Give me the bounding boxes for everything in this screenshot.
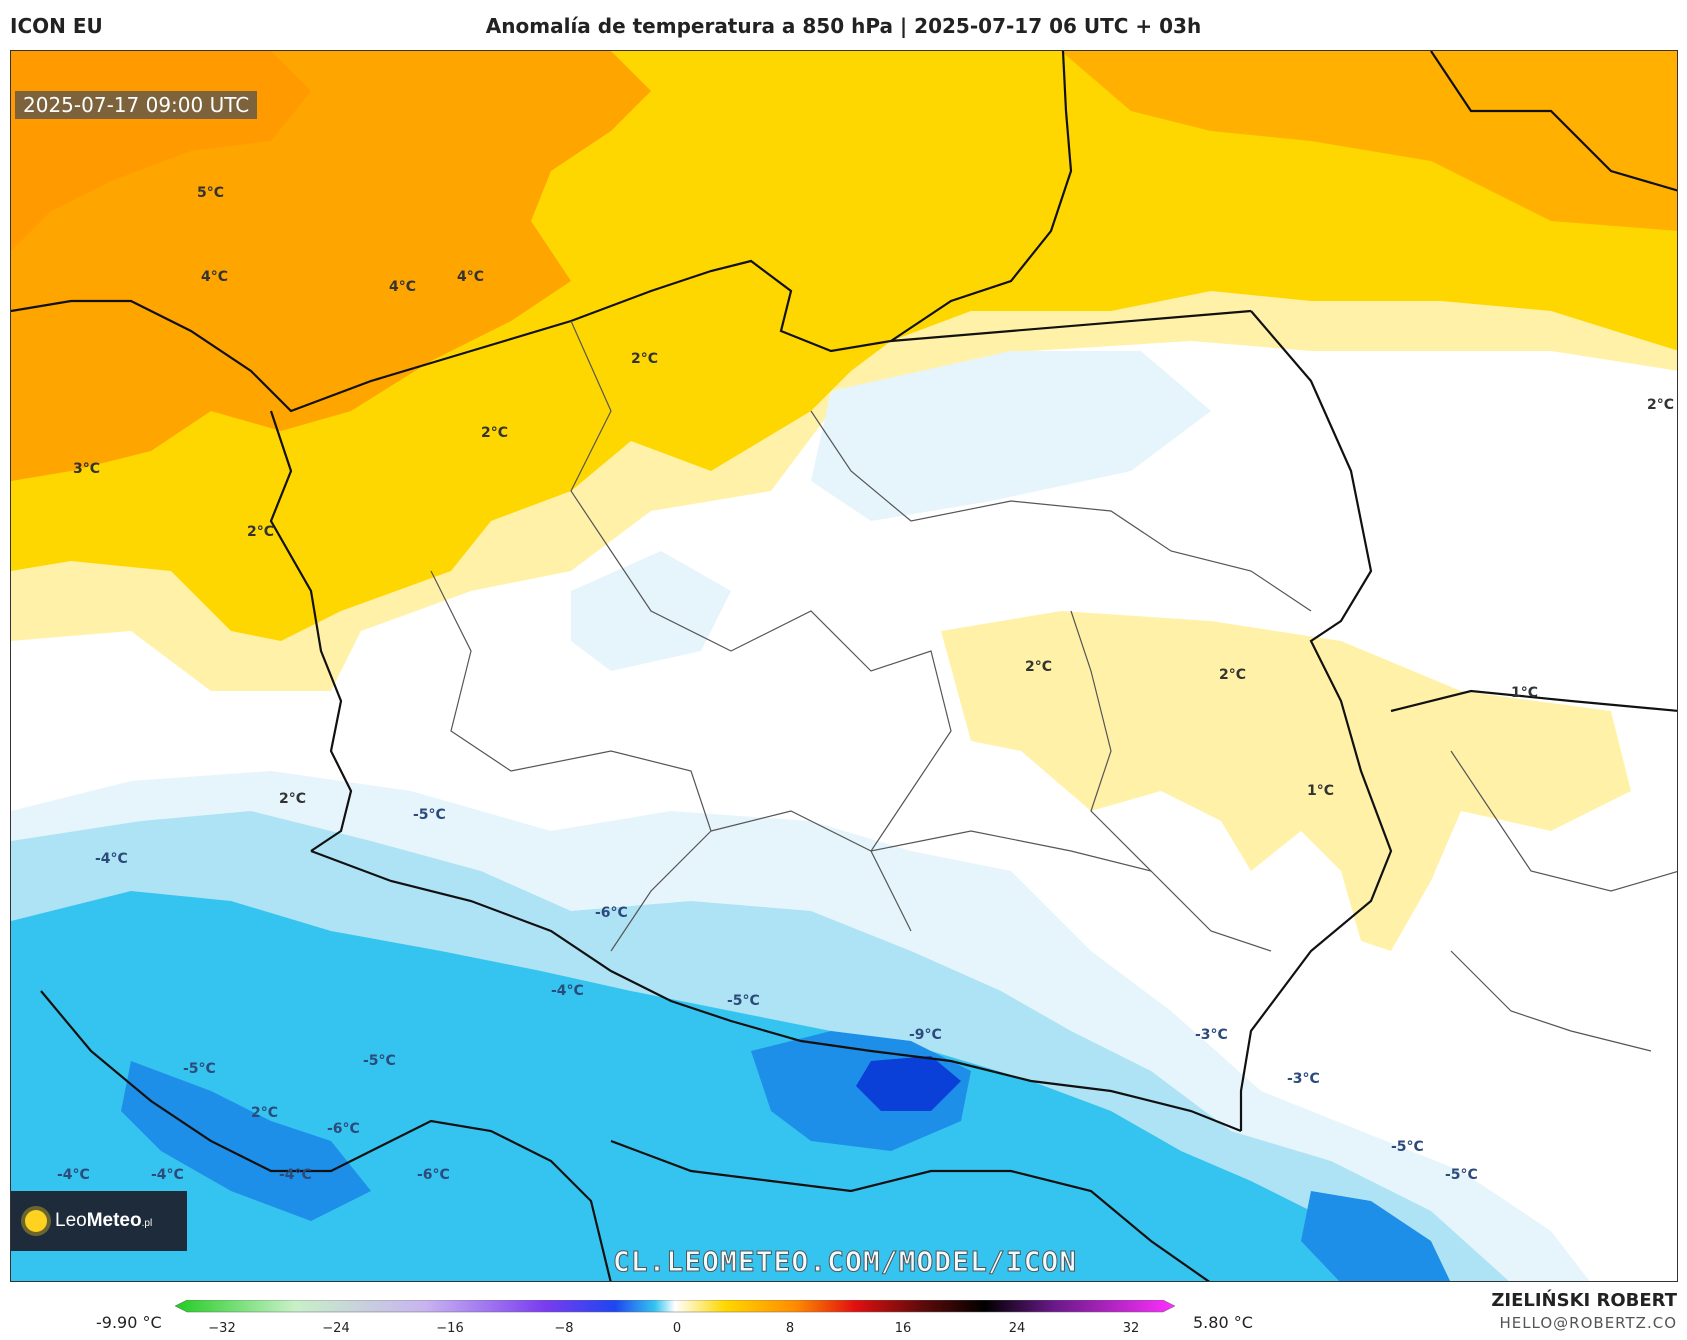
contour-label: 4°C bbox=[201, 269, 228, 285]
legend-max-value: 5.80 °C bbox=[1193, 1313, 1253, 1332]
kaliningrad-border bbox=[890, 309, 1252, 343]
model-name: ICON EU bbox=[10, 14, 103, 38]
legend-min-value: -9.90 °C bbox=[96, 1313, 162, 1332]
border-east bbox=[1239, 310, 1393, 1131]
contour-label: -6°C bbox=[417, 1167, 450, 1183]
temperature-anomaly-map[interactable]: 5°C 4°C 4°C 4°C 2°C 2°C 3°C 2°C 2°C 2°C … bbox=[10, 50, 1678, 1282]
contour-label: -5°C bbox=[363, 1053, 396, 1069]
contour-label: 4°C bbox=[457, 269, 484, 285]
contour-label: 2°C bbox=[247, 524, 274, 540]
contour-label: -4°C bbox=[279, 1167, 312, 1183]
contour-label: -4°C bbox=[57, 1167, 90, 1183]
contour-labels: 5°C 4°C 4°C 4°C 2°C 2°C 3°C 2°C 2°C 2°C … bbox=[57, 185, 1674, 1183]
contour-label: 4°C bbox=[389, 279, 416, 295]
color-scale-bar: −32 −24 −16 −8 0 8 16 24 32 bbox=[175, 1300, 1175, 1336]
contour-label: -3°C bbox=[1287, 1071, 1320, 1087]
scale-tick: 16 bbox=[895, 1321, 912, 1336]
contour-label: 1°C bbox=[1307, 783, 1334, 799]
contour-label: -5°C bbox=[727, 993, 760, 1009]
watermark-url: CL.LEOMETEO.COM/MODEL/ICON bbox=[612, 1245, 1078, 1279]
scale-tick: −32 bbox=[208, 1321, 235, 1336]
leometeo-logo[interactable]: LeoMeteo.pl bbox=[11, 1191, 187, 1251]
region-line bbox=[810, 410, 1312, 612]
color-scale-ticks: −32 −24 −16 −8 0 8 16 24 32 bbox=[208, 1321, 1139, 1336]
region-line bbox=[1450, 750, 1677, 892]
border-northeast bbox=[1430, 51, 1677, 192]
field-deep-blue bbox=[856, 1056, 961, 1111]
baltic-coastline bbox=[11, 51, 1073, 413]
contour-label: -4°C bbox=[551, 983, 584, 999]
contour-label: 5°C bbox=[197, 185, 224, 201]
contour-label: 2°C bbox=[631, 351, 658, 367]
author-email[interactable]: HELLO@ROBERTZ.CO bbox=[1499, 1314, 1677, 1332]
color-scale-gradient bbox=[175, 1300, 1175, 1313]
region-line bbox=[430, 570, 712, 952]
contour-label: -6°C bbox=[327, 1121, 360, 1137]
contour-label: -9°C bbox=[909, 1027, 942, 1043]
contour-label: -5°C bbox=[1445, 1167, 1478, 1183]
field-pale-yellow-east bbox=[941, 611, 1631, 951]
sun-icon bbox=[25, 1210, 47, 1232]
author-name: ZIELIŃSKI ROBERT bbox=[1491, 1290, 1677, 1311]
border-czech-south bbox=[40, 990, 612, 1281]
scale-tick: −16 bbox=[436, 1321, 463, 1336]
contour-label: 1°C bbox=[1511, 685, 1538, 701]
border-west bbox=[269, 410, 353, 852]
contour-label: -5°C bbox=[183, 1061, 216, 1077]
field-pale-blue-center bbox=[811, 351, 1211, 521]
contour-label: -4°C bbox=[95, 851, 128, 867]
border-slovakia-south bbox=[610, 1139, 1211, 1281]
scale-tick: 24 bbox=[1009, 1321, 1026, 1336]
contour-label: 2°C bbox=[1219, 667, 1246, 683]
scale-tick: 8 bbox=[786, 1321, 794, 1336]
national-borders bbox=[11, 51, 1677, 1281]
logo-text: LeoMeteo.pl bbox=[55, 1210, 153, 1231]
scale-tick: 0 bbox=[673, 1321, 681, 1336]
contour-label: -3°C bbox=[1195, 1027, 1228, 1043]
region-line bbox=[1450, 950, 1652, 1052]
field-blue-sw bbox=[121, 1061, 371, 1221]
map-canvas: 5°C 4°C 4°C 4°C 2°C 2°C 3°C 2°C 2°C 2°C … bbox=[11, 51, 1677, 1281]
region-borders bbox=[430, 320, 1677, 1052]
field-blue-se bbox=[1301, 1191, 1451, 1281]
contour-label: 3°C bbox=[73, 461, 100, 477]
contour-label: 2°C bbox=[1025, 659, 1052, 675]
contour-label: -5°C bbox=[1391, 1139, 1424, 1155]
contour-label: 2°C bbox=[279, 791, 306, 807]
contour-label: 2°C bbox=[1647, 397, 1674, 413]
contour-label: 2°C bbox=[251, 1105, 278, 1121]
region-line bbox=[710, 810, 1272, 952]
region-line bbox=[570, 320, 952, 932]
region-line bbox=[1070, 610, 1152, 872]
contour-label: -4°C bbox=[151, 1167, 184, 1183]
border-south bbox=[310, 849, 1242, 1133]
contour-label: 2°C bbox=[481, 425, 508, 441]
valid-time-badge: 2025-07-17 09:00 UTC bbox=[15, 91, 258, 119]
scale-tick: −8 bbox=[554, 1321, 573, 1336]
field-orange-ne bbox=[1061, 51, 1677, 231]
scale-tick: −24 bbox=[322, 1321, 349, 1336]
contour-label: -6°C bbox=[595, 905, 628, 921]
border-ukraine bbox=[1390, 689, 1677, 713]
field-cyan bbox=[11, 891, 1439, 1281]
map-title: Anomalía de temperatura a 850 hPa | 2025… bbox=[485, 14, 1202, 38]
scale-tick: 32 bbox=[1123, 1321, 1140, 1336]
contour-label: -5°C bbox=[413, 807, 446, 823]
